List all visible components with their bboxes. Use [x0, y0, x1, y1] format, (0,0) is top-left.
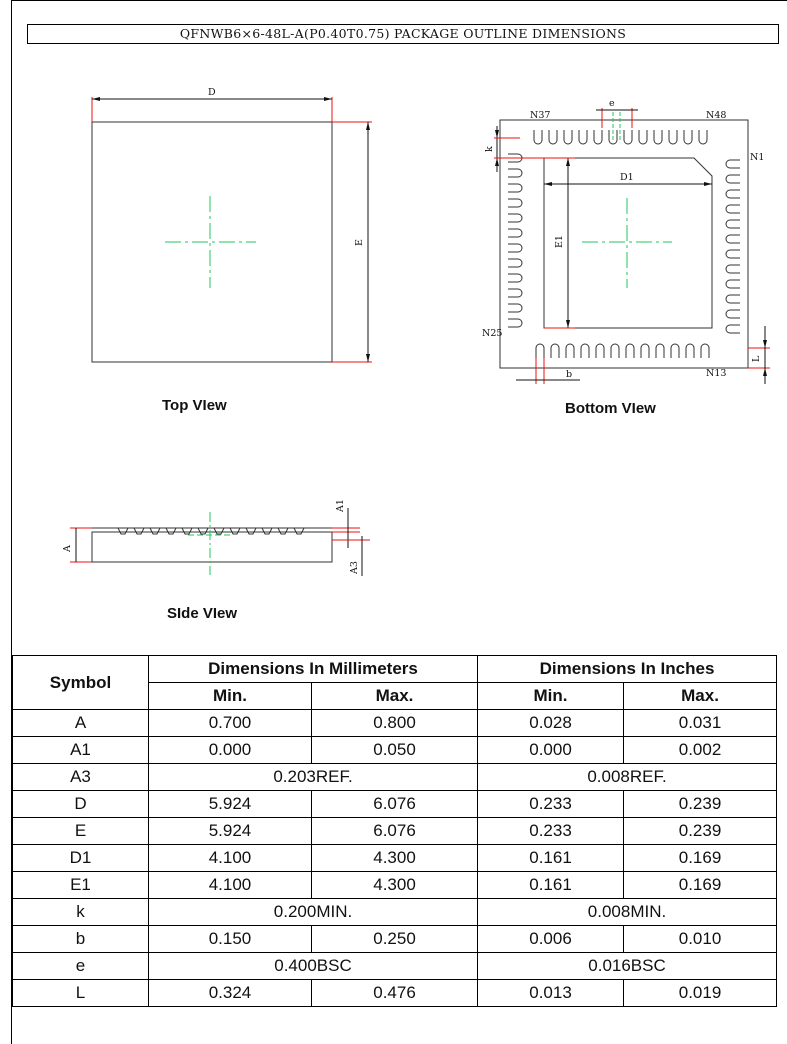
cell-mm-max: 4.300 [310, 844, 479, 872]
cell-mm-span: 0.200MIN. [147, 898, 479, 926]
in-min-header: Min. [477, 682, 625, 710]
table-row: A 0.700 0.800 0.028 0.031 [12, 709, 778, 737]
cell-symbol: L [12, 979, 149, 1007]
cell-mm-min: 0.700 [148, 709, 312, 737]
cell-mm-max: 0.476 [310, 979, 479, 1007]
label-A1: A1 [335, 499, 346, 513]
cell-symbol: e [12, 952, 149, 980]
table-subheader-row: Min. Max. Min. Max. [13, 682, 778, 710]
cell-in-max: 0.002 [623, 736, 778, 764]
cell-in-min: 0.006 [477, 925, 625, 953]
bottom-view-label: Bottom VIew [565, 400, 656, 417]
cell-in-min: 0.233 [477, 817, 625, 845]
cell-in-max: 0.169 [623, 844, 778, 872]
cell-symbol: E [12, 817, 149, 845]
mm-min-header: Min. [148, 682, 312, 710]
cell-in-max: 0.019 [623, 979, 778, 1007]
label-N25: N25 [482, 328, 502, 339]
cell-in-span: 0.016BSC [477, 952, 778, 980]
cell-in-max: 0.010 [623, 925, 778, 953]
package-drawings: D E [62, 87, 770, 576]
cell-in-span: 0.008REF. [477, 763, 778, 791]
cell-symbol: E1 [12, 871, 149, 899]
cell-in-min: 0.161 [477, 844, 625, 872]
dimensions-table: Symbol Dimensions In Millimeters Dimensi… [12, 655, 778, 1007]
table-row: L 0.324 0.476 0.013 0.019 [12, 979, 778, 1007]
table-row: A3 0.203REF. 0.008REF. [12, 763, 778, 791]
page-frame [11, 0, 787, 1044]
cell-mm-min: 0.324 [148, 979, 312, 1007]
label-k: k [484, 146, 495, 152]
label-b: b [566, 369, 572, 380]
label-E: E [354, 239, 365, 246]
cell-mm-max: 6.076 [310, 817, 479, 845]
symbol-header: Symbol [12, 655, 149, 710]
table-row: e 0.400BSC 0.016BSC [12, 952, 778, 980]
cell-symbol: D [12, 790, 149, 818]
cell-mm-max: 4.300 [310, 871, 479, 899]
label-A3: A3 [349, 561, 360, 575]
cell-in-max: 0.031 [623, 709, 778, 737]
top-view-drawing: D E [91, 87, 372, 363]
cell-in-min: 0.000 [477, 736, 625, 764]
table-row: E 5.924 6.076 0.233 0.239 [12, 817, 778, 845]
cell-symbol: D1 [12, 844, 149, 872]
cell-symbol: A1 [12, 736, 149, 764]
cell-in-max: 0.239 [623, 790, 778, 818]
table-row: b 0.150 0.250 0.006 0.010 [12, 925, 778, 953]
table-row: D1 4.100 4.300 0.161 0.169 [12, 844, 778, 872]
label-A: A [62, 545, 73, 553]
label-L: L [751, 355, 762, 362]
cell-in-min: 0.013 [477, 979, 625, 1007]
cell-mm-min: 5.924 [148, 790, 312, 818]
cell-in-max: 0.169 [623, 871, 778, 899]
mm-max-header: Max. [310, 682, 479, 710]
cell-mm-max: 6.076 [310, 790, 479, 818]
side-view-label: SIde VIew [167, 605, 238, 622]
cell-mm-span: 0.203REF. [147, 763, 479, 791]
table-row: A1 0.000 0.050 0.000 0.002 [12, 736, 778, 764]
cell-symbol: A [12, 709, 149, 737]
cell-in-max: 0.239 [623, 817, 778, 845]
cell-mm-min: 4.100 [148, 844, 312, 872]
document-title: QFNWB6×6-48L-A(P0.40T0.75) PACKAGE OUTLI… [27, 24, 779, 44]
cell-mm-span: 0.400BSC [147, 952, 479, 980]
label-e: e [609, 98, 615, 109]
side-view-drawing: A A1 A3 [62, 499, 370, 576]
inch-header: Dimensions In Inches [477, 655, 778, 683]
cell-in-span: 0.008MIN. [477, 898, 778, 926]
bottom-view-drawing: D1 E1 e k L b N37 N48 N [482, 98, 770, 384]
table-header-row: Symbol Dimensions In Millimeters Dimensi… [12, 655, 778, 710]
cell-symbol: A3 [12, 763, 149, 791]
label-D1: D1 [620, 172, 634, 183]
table-row: D 5.924 6.076 0.233 0.239 [12, 790, 778, 818]
table-row: E1 4.100 4.300 0.161 0.169 [12, 871, 778, 899]
label-D: D [208, 87, 216, 98]
label-N48: N48 [706, 110, 726, 121]
cell-mm-max: 0.250 [310, 925, 479, 953]
top-border [11, 0, 787, 1]
top-view-label: Top VIew [162, 397, 227, 414]
table-row: k 0.200MIN. 0.008MIN. [12, 898, 778, 926]
cell-in-min: 0.233 [477, 790, 625, 818]
label-E1: E1 [554, 235, 565, 248]
label-N13: N13 [706, 368, 726, 379]
label-N1: N1 [750, 152, 764, 163]
label-N37: N37 [530, 110, 550, 121]
cell-mm-min: 4.100 [148, 871, 312, 899]
cell-mm-min: 0.150 [148, 925, 312, 953]
cell-in-min: 0.028 [477, 709, 625, 737]
mm-header: Dimensions In Millimeters [147, 655, 479, 683]
cell-in-min: 0.161 [477, 871, 625, 899]
cell-mm-min: 0.000 [148, 736, 312, 764]
cell-mm-min: 5.924 [148, 817, 312, 845]
in-max-header: Max. [623, 682, 778, 710]
cell-mm-max: 0.050 [310, 736, 479, 764]
cell-symbol: b [12, 925, 149, 953]
cell-mm-max: 0.800 [310, 709, 479, 737]
cell-symbol: k [12, 898, 149, 926]
